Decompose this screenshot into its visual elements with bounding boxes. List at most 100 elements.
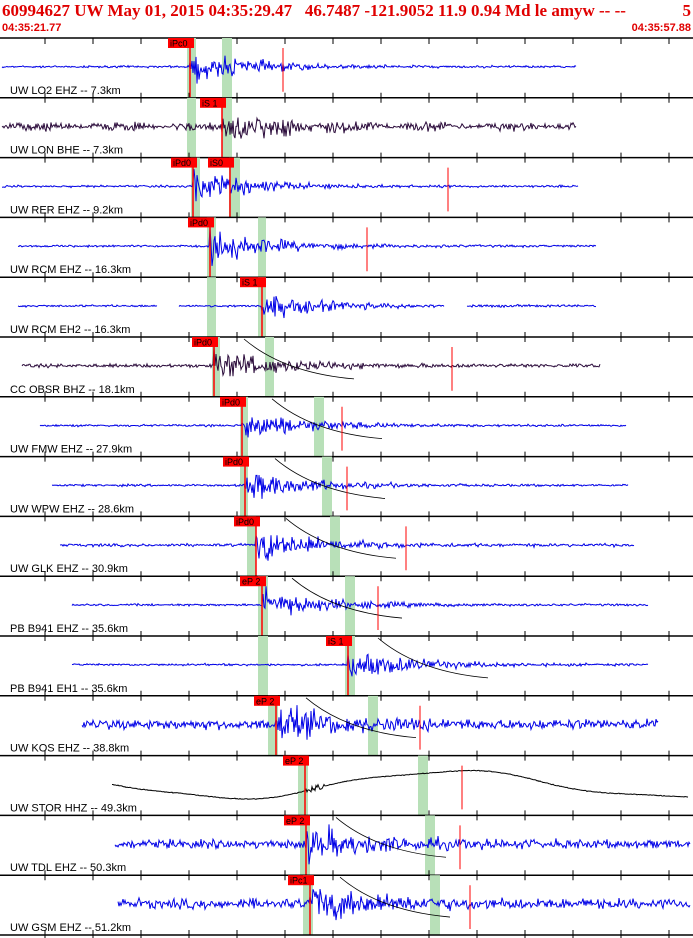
seismogram-trace[interactable] bbox=[17, 227, 597, 266]
pick-label: iS 1 bbox=[242, 278, 258, 288]
pick-label: iPd0 bbox=[194, 338, 212, 348]
seismogram-trace[interactable] bbox=[51, 474, 629, 499]
station-label: UW TDL EHZ -- 50.3km bbox=[10, 862, 126, 874]
pick-flag[interactable] bbox=[188, 217, 214, 228]
pick-flag[interactable] bbox=[234, 516, 260, 527]
pick-window bbox=[258, 636, 268, 696]
seismogram-trace[interactable] bbox=[1, 55, 577, 84]
seismogram-trace[interactable] bbox=[17, 296, 597, 319]
station-label: UW GSM EHZ -- 51.2km bbox=[10, 922, 131, 934]
pick-label: iPc0 bbox=[170, 39, 188, 49]
travel-time-curve bbox=[377, 637, 489, 679]
trace-row[interactable]: iPc0 UW LO2 EHZ -- 7.3km bbox=[0, 38, 693, 103]
pick-label: iPd0 bbox=[190, 218, 208, 228]
pick-label: iPd0 bbox=[236, 517, 254, 527]
pick-flag[interactable] bbox=[254, 695, 280, 706]
trace-row[interactable]: eP 2 PB B941 EHZ -- 35.6km bbox=[0, 576, 693, 641]
pick-flag[interactable] bbox=[223, 456, 249, 467]
trace-row[interactable]: iS 1 UW RCM EH2 -- 16.3km bbox=[0, 277, 693, 342]
pick-window bbox=[212, 337, 220, 397]
pick-flag[interactable] bbox=[326, 636, 352, 646]
station-label: UW FMW EHZ -- 27.9km bbox=[10, 444, 132, 456]
travel-time-curve bbox=[271, 398, 383, 440]
station-label: UW RER EHZ -- 9.2km bbox=[10, 204, 123, 216]
trace-row[interactable]: eP 2 UW STOR HHZ -- 49.3km bbox=[0, 755, 693, 821]
travel-time-curve bbox=[274, 458, 386, 499]
station-label: CC OBSR BHZ -- 18.1km bbox=[10, 384, 135, 396]
pick-label: iPd0 bbox=[222, 397, 240, 407]
event-header-title: 60994627 UW May 01, 2015 04:35:29.47 46.… bbox=[2, 1, 626, 20]
seismogram-trace[interactable] bbox=[117, 889, 691, 921]
trace-row[interactable]: iPd0 UW GLK EHZ -- 30.9km bbox=[0, 516, 693, 582]
trace-row[interactable]: iS 1 UW LON BHE -- 7.3km bbox=[0, 97, 693, 163]
pick-window bbox=[258, 576, 268, 636]
pick-flag[interactable] bbox=[168, 38, 194, 48]
time-start-label: 04:35:21.77 bbox=[2, 22, 62, 34]
pick-flag[interactable] bbox=[220, 396, 246, 407]
station-label: UW RCM EHZ -- 16.3km bbox=[10, 264, 131, 276]
pick-label: eP 2 bbox=[286, 816, 304, 826]
pick-label: eP 2 bbox=[285, 756, 303, 766]
seismogram-trace[interactable] bbox=[112, 769, 689, 800]
pick-window bbox=[298, 755, 308, 816]
seismogram-trace[interactable] bbox=[59, 535, 635, 561]
seismogram-trace[interactable] bbox=[1, 116, 577, 139]
travel-time-curve bbox=[305, 697, 417, 739]
pick-label: iS0 bbox=[210, 158, 223, 168]
seismogram-trace[interactable] bbox=[71, 653, 649, 677]
pick-label: eP 2 bbox=[242, 577, 260, 587]
station-label: UW RCM EH2 -- 16.3km bbox=[10, 324, 130, 336]
pick-label: iPd0 bbox=[225, 457, 243, 467]
pick-label: iPc1 bbox=[290, 876, 308, 886]
pick-window bbox=[425, 815, 435, 876]
pick-window bbox=[418, 755, 428, 816]
pick-flag[interactable] bbox=[200, 97, 226, 108]
seismogram-trace[interactable] bbox=[71, 586, 649, 616]
pick-window bbox=[222, 97, 232, 158]
seismogram-trace[interactable] bbox=[81, 705, 659, 740]
pick-flag[interactable] bbox=[208, 157, 234, 168]
pick-window bbox=[430, 875, 440, 935]
pick-label: iS 1 bbox=[328, 637, 344, 647]
trace-row[interactable]: iPd0 UW WPW EHZ -- 28.6km bbox=[0, 456, 693, 522]
seismogram-trace[interactable] bbox=[39, 417, 627, 438]
pick-flag[interactable] bbox=[171, 157, 197, 168]
pick-window bbox=[303, 875, 313, 935]
trace-row[interactable]: eP 2 UW KOS EHZ -- 38.8km bbox=[0, 695, 693, 761]
pick-window bbox=[258, 217, 266, 278]
pick-window bbox=[345, 636, 355, 696]
station-label: PB B941 EHZ -- 35.6km bbox=[10, 623, 128, 635]
station-label: UW LON BHE -- 7.3km bbox=[10, 145, 123, 157]
time-end-label: 04:35:57.88 bbox=[631, 22, 691, 34]
station-label: PB B941 EH1 -- 35.6km bbox=[10, 683, 127, 695]
pick-flag[interactable] bbox=[288, 875, 314, 886]
pick-label: iPd0 bbox=[173, 158, 191, 168]
station-label: UW GLK EHZ -- 30.9km bbox=[10, 563, 128, 575]
pick-flag[interactable] bbox=[240, 277, 266, 288]
trace-row[interactable]: iPc1 UW GSM EHZ -- 51.2km bbox=[0, 875, 693, 938]
pick-flag[interactable] bbox=[284, 815, 310, 826]
seismogram-trace[interactable] bbox=[21, 345, 601, 378]
pick-label: eP 2 bbox=[256, 696, 274, 706]
pick-flag[interactable] bbox=[240, 576, 266, 587]
pick-window bbox=[240, 396, 248, 457]
trace-row[interactable]: iPd0 UW RCM EHZ -- 16.3km bbox=[0, 217, 693, 283]
pick-flag[interactable] bbox=[192, 337, 218, 347]
trace-row[interactable]: iPd0 CC OBSR BHZ -- 18.1km bbox=[0, 337, 693, 402]
event-header-number: 5 bbox=[682, 1, 692, 20]
travel-time-curve bbox=[291, 577, 403, 619]
travel-time-curve bbox=[285, 518, 397, 559]
pick-flag[interactable] bbox=[283, 755, 309, 766]
pick-window bbox=[247, 516, 256, 577]
station-label: UW LO2 EHZ -- 7.3km bbox=[10, 85, 121, 97]
trace-row[interactable]: iPd0 iS0 UW RER EHZ -- 9.2km bbox=[0, 157, 693, 223]
station-label: UW KOS EHZ -- 38.8km bbox=[10, 743, 129, 755]
seismogram-trace[interactable] bbox=[1, 169, 579, 202]
trace-row[interactable]: iPd0 UW FMW EHZ -- 27.9km bbox=[0, 396, 693, 462]
travel-time-curve bbox=[339, 876, 451, 918]
seismogram-trace[interactable] bbox=[114, 824, 691, 865]
trace-row[interactable]: eP 2 UW TDL EHZ -- 50.3km bbox=[0, 815, 693, 881]
pick-window bbox=[240, 456, 248, 517]
trace-row[interactable]: iS 1 PB B941 EH1 -- 35.6km bbox=[0, 636, 693, 701]
